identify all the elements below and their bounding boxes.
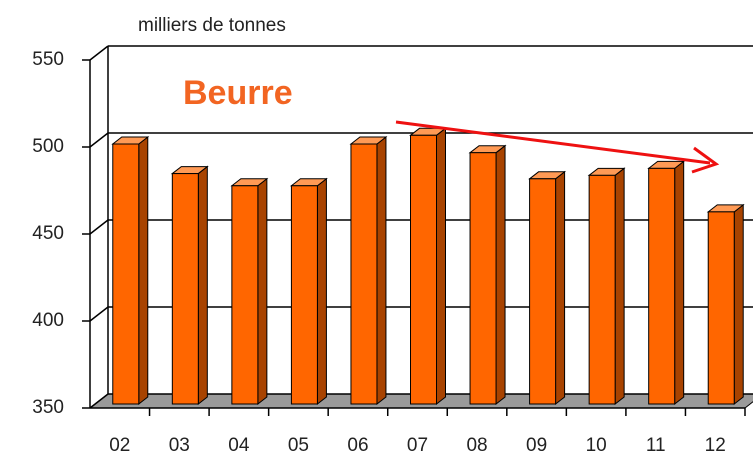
bar [410, 134, 437, 405]
bar-side [614, 167, 625, 406]
bar [112, 143, 140, 405]
bar-side [555, 170, 566, 406]
y-tick-label: 450 [32, 223, 64, 244]
x-tick-label: 04 [228, 435, 250, 456]
x-tick-label: 03 [169, 435, 190, 456]
bar [648, 167, 676, 405]
bar-side [674, 160, 685, 406]
grid-line [89, 393, 109, 409]
arrow-line [395, 120, 711, 165]
bar [469, 152, 497, 405]
grid-line [89, 219, 109, 235]
plot-area: 350 400 450 500 550 02 03 04 05 06 07 08 09 10 11 12 [32, 45, 753, 456]
bar [350, 143, 378, 405]
bar-side [436, 127, 446, 406]
bar [231, 185, 259, 405]
x-tick-label: 11 [646, 435, 666, 456]
bar-side [733, 203, 744, 406]
y-axis-label: milliers de tonnes [138, 15, 286, 36]
trend-arrow [395, 120, 720, 174]
x-tick-label: 05 [288, 435, 309, 456]
grid-line [89, 132, 109, 148]
y-tick-label: 400 [32, 310, 64, 331]
bar [171, 173, 199, 405]
annotation: Beurre [183, 74, 293, 112]
x-tick-label: 06 [347, 435, 368, 456]
x-tick-label: 08 [466, 435, 487, 456]
x-tick-label: 09 [526, 435, 547, 456]
bar [529, 178, 557, 405]
x-tick-label: 07 [407, 435, 428, 456]
x-tick-label: 12 [705, 435, 726, 456]
bar-side [495, 144, 506, 406]
bar-side [316, 177, 327, 406]
arrow-head [691, 146, 720, 174]
y-tick-label: 350 [32, 397, 64, 418]
bar-side [138, 135, 149, 406]
y-tick-label: 550 [32, 49, 64, 70]
y-tick-label: 500 [32, 136, 64, 157]
grid-line [89, 45, 109, 61]
x-tick-label: 02 [109, 435, 130, 456]
bar [707, 211, 735, 405]
bar [588, 174, 616, 405]
bar-side [257, 177, 268, 406]
bar [290, 185, 318, 405]
bar-side [376, 135, 387, 406]
x-tick-label: 10 [586, 435, 607, 456]
grid-line [89, 306, 109, 322]
bar-side [197, 165, 208, 406]
